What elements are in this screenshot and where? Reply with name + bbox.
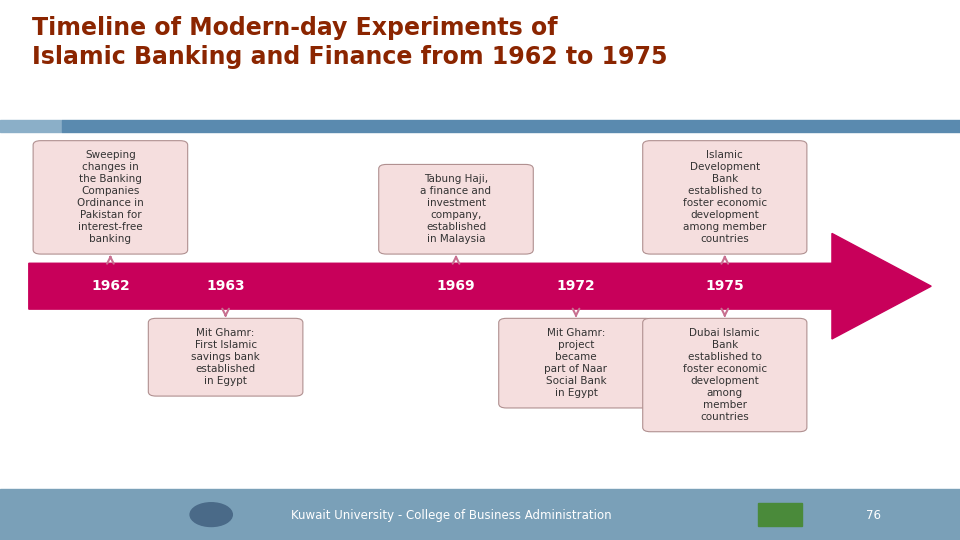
Text: 76: 76 — [866, 509, 881, 522]
Text: 1962: 1962 — [91, 279, 130, 293]
Text: 1975: 1975 — [706, 279, 744, 293]
FancyBboxPatch shape — [378, 164, 533, 254]
Text: Tabung Haji,
a finance and
investment
company,
established
in Malaysia: Tabung Haji, a finance and investment co… — [420, 174, 492, 244]
Bar — [62, 120, 960, 132]
FancyBboxPatch shape — [643, 319, 806, 432]
Text: Mit Ghamr:
First Islamic
savings bank
established
in Egypt: Mit Ghamr: First Islamic savings bank es… — [191, 328, 260, 386]
FancyBboxPatch shape — [643, 140, 806, 254]
Text: Sweeping
changes in
the Banking
Companies
Ordinance in
Pakistan for
interest-fre: Sweeping changes in the Banking Companie… — [77, 150, 144, 245]
Text: Mit Ghamr:
project
became
part of Naar
Social Bank
in Egypt: Mit Ghamr: project became part of Naar S… — [544, 328, 608, 398]
Circle shape — [190, 503, 232, 526]
Text: 1969: 1969 — [437, 279, 475, 293]
Text: 1963: 1963 — [206, 279, 245, 293]
FancyArrow shape — [29, 233, 931, 339]
Bar — [0, 489, 960, 540]
Text: Dubai Islamic
Bank
established to
foster economic
development
among
member
count: Dubai Islamic Bank established to foster… — [683, 328, 767, 422]
Bar — [0, 120, 62, 132]
FancyBboxPatch shape — [148, 319, 302, 396]
Text: Islamic
Development
Bank
established to
foster economic
development
among member: Islamic Development Bank established to … — [683, 150, 767, 245]
FancyBboxPatch shape — [34, 140, 187, 254]
Bar — [758, 503, 802, 526]
Text: 1972: 1972 — [557, 279, 595, 293]
Text: Timeline of Modern-day Experiments of
Islamic Banking and Finance from 1962 to 1: Timeline of Modern-day Experiments of Is… — [32, 16, 667, 69]
Text: Kuwait University - College of Business Administration: Kuwait University - College of Business … — [291, 509, 612, 522]
FancyBboxPatch shape — [499, 319, 653, 408]
